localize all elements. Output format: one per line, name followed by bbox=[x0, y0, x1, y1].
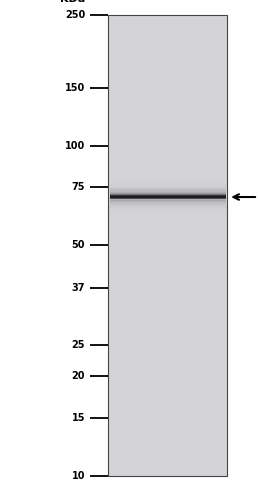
Bar bbox=[110, 192, 226, 193]
Text: 100: 100 bbox=[65, 141, 85, 151]
Bar bbox=[110, 193, 226, 194]
Bar bbox=[110, 210, 226, 211]
Bar bbox=[108, 15, 227, 476]
Text: 25: 25 bbox=[72, 340, 85, 349]
Bar bbox=[110, 196, 226, 197]
Bar bbox=[110, 180, 226, 181]
Text: 150: 150 bbox=[65, 83, 85, 93]
Text: 250: 250 bbox=[65, 10, 85, 20]
Bar bbox=[110, 184, 226, 185]
Text: 75: 75 bbox=[72, 182, 85, 192]
Bar bbox=[110, 194, 226, 196]
Text: 15: 15 bbox=[72, 413, 85, 423]
Bar bbox=[110, 201, 226, 203]
Bar bbox=[110, 209, 226, 210]
Text: 50: 50 bbox=[72, 240, 85, 250]
Bar bbox=[110, 206, 226, 207]
Bar bbox=[110, 203, 226, 205]
Bar bbox=[110, 197, 226, 198]
Text: 20: 20 bbox=[72, 371, 85, 382]
Bar bbox=[110, 185, 226, 186]
Bar bbox=[110, 188, 226, 189]
Text: KDa: KDa bbox=[60, 0, 85, 4]
Bar bbox=[110, 212, 226, 213]
Bar bbox=[110, 190, 226, 192]
Bar bbox=[110, 186, 226, 188]
Bar bbox=[110, 200, 226, 201]
Bar bbox=[110, 181, 226, 183]
Bar bbox=[110, 189, 226, 190]
Bar bbox=[110, 207, 226, 209]
Text: 37: 37 bbox=[72, 284, 85, 293]
Text: 10: 10 bbox=[72, 471, 85, 481]
Bar bbox=[110, 183, 226, 184]
Bar bbox=[110, 205, 226, 206]
Bar bbox=[110, 199, 226, 200]
